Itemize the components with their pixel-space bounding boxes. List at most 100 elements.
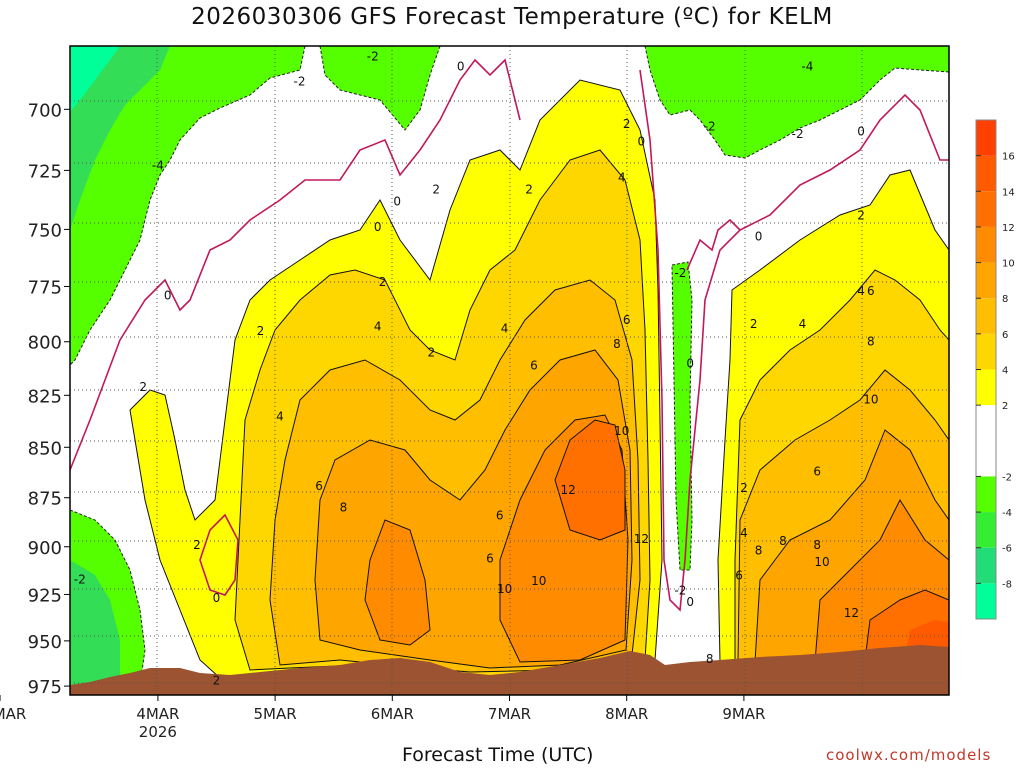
contour-label: 0 xyxy=(686,356,694,370)
colorbar-bin xyxy=(976,405,996,477)
contour-label: 8 xyxy=(613,337,621,351)
x-tick-label: 9MAR xyxy=(722,705,765,723)
contour-label: -2 xyxy=(674,266,686,280)
y-tick-label: 950 xyxy=(28,632,62,653)
contour-label: 4 xyxy=(740,526,748,540)
cold-region-bottom-left-inner xyxy=(70,560,120,695)
contour-label: 6 xyxy=(735,569,743,583)
colorbar-label: 2 xyxy=(1002,401,1008,412)
colorbar: 16 14 12 10 8 6 4 2 -2 -4 -6 -8 xyxy=(975,119,1015,620)
contour-label: 6 xyxy=(496,509,504,523)
colorbar-bin xyxy=(976,191,996,227)
contour-label: 2 xyxy=(750,317,758,331)
contour-label: 2 xyxy=(379,275,387,289)
y-tick-label: 900 xyxy=(28,538,62,559)
contour-label: 6 xyxy=(530,359,538,373)
cold-region-top-right xyxy=(644,46,949,159)
contour-label: 12 xyxy=(560,483,575,497)
contour-label: 10 xyxy=(814,555,829,569)
contour-label: -2 xyxy=(704,120,716,134)
colorbar-bin xyxy=(976,155,996,192)
contour-label: 6 xyxy=(813,465,821,479)
warm-region-12 xyxy=(554,419,626,541)
y-axis: 700 725 750 775 800 825 850 875 900 925 950 975 xyxy=(28,100,70,698)
gridlines xyxy=(70,46,949,695)
contour-label: 4 xyxy=(276,409,284,423)
cold-region-left-core xyxy=(70,46,120,112)
colorbar-bin xyxy=(976,583,996,619)
plot-area: -2-40220224680-2-22402620641026101281064… xyxy=(70,46,949,695)
terrain xyxy=(70,645,949,695)
contour-label: 2 xyxy=(257,324,265,338)
y-tick-label: 800 xyxy=(28,333,62,354)
contour-label: 6 xyxy=(867,284,875,298)
x-axis-label: Forecast Time (UTC) xyxy=(402,744,594,766)
y-tick-label: 825 xyxy=(28,386,62,407)
x-tick-label: 6MAR xyxy=(371,705,414,723)
y-tick-label: 925 xyxy=(28,585,62,606)
colorbar-label: -2 xyxy=(1002,472,1012,483)
warm-region-10 xyxy=(364,519,431,646)
colorbar-bin xyxy=(976,512,996,548)
colorbar-label: 8 xyxy=(1002,294,1008,305)
cold-region-mid-strip xyxy=(671,261,693,571)
contour-label: 8 xyxy=(813,538,821,552)
colorbar-bin xyxy=(976,298,996,334)
contour-label: -4 xyxy=(801,60,813,74)
contour-label: 10 xyxy=(531,574,546,588)
colorbar-bin xyxy=(976,476,996,513)
contour-label: 12 xyxy=(844,606,859,620)
y-tick-label: 700 xyxy=(28,100,62,121)
contour-label: -2 xyxy=(367,49,379,63)
y-tick-label: 725 xyxy=(28,161,62,182)
colorbar-label: -6 xyxy=(1002,544,1012,555)
colorbar-label: 12 xyxy=(1002,223,1015,234)
contour-label: 2 xyxy=(857,208,865,222)
colorbar-label: -8 xyxy=(1002,579,1012,590)
contour-label: 0 xyxy=(686,595,694,609)
x-tick-label: 7MAR xyxy=(488,705,531,723)
x-tick-label: 10MAR xyxy=(0,705,26,723)
credit-link[interactable]: coolwx.com/models xyxy=(826,746,992,764)
contour-label: 0 xyxy=(164,288,172,302)
zero-contour-right xyxy=(639,69,949,612)
page-title: 2026030306 GFS Forecast Temperature (ºC)… xyxy=(191,4,833,30)
colorbar-label: 16 xyxy=(1002,152,1015,163)
contour-label: 2 xyxy=(213,674,221,688)
contour-label: 6 xyxy=(486,551,494,565)
cold-region-left-inner xyxy=(70,46,170,230)
contour-label: -2 xyxy=(792,127,804,141)
contour-label: 2 xyxy=(740,481,748,495)
contour-label: 4 xyxy=(374,319,382,333)
colorbar-bin xyxy=(976,262,996,299)
zero-contour-mid xyxy=(686,218,741,271)
colorbar-label: 6 xyxy=(1002,330,1008,341)
x-tick-label: 4MAR xyxy=(136,705,179,723)
colorbar-bin xyxy=(976,547,996,584)
contour-label: 8 xyxy=(779,534,787,548)
contour-label: 0 xyxy=(393,194,401,208)
contour-label: 2 xyxy=(139,380,147,394)
colorbar-bin xyxy=(976,333,996,370)
contour-label: 10 xyxy=(863,393,878,407)
colorbar-bin xyxy=(976,120,996,156)
contour-label: 6 xyxy=(315,479,323,493)
contour-label: 4 xyxy=(618,171,626,185)
contour-label: -2 xyxy=(294,75,306,89)
colorbar-bin xyxy=(976,226,996,263)
contour-label: 6 xyxy=(623,313,631,327)
contour-label: 8 xyxy=(706,652,714,666)
zero-contour-left xyxy=(70,58,521,471)
x-tick-year: 2026 xyxy=(139,723,177,741)
contour-label: 8 xyxy=(340,501,348,515)
contour-label: -2 xyxy=(74,572,86,586)
cold-region-top-center xyxy=(319,46,441,131)
contour-label: 4 xyxy=(799,317,807,331)
contour-label: 2 xyxy=(432,182,440,196)
contour-label: 0 xyxy=(213,591,221,605)
contour-label: 0 xyxy=(638,134,646,148)
contour-label: 8 xyxy=(867,335,875,349)
cold-region-left xyxy=(70,46,306,366)
x-tick-label: 8MAR xyxy=(605,705,648,723)
